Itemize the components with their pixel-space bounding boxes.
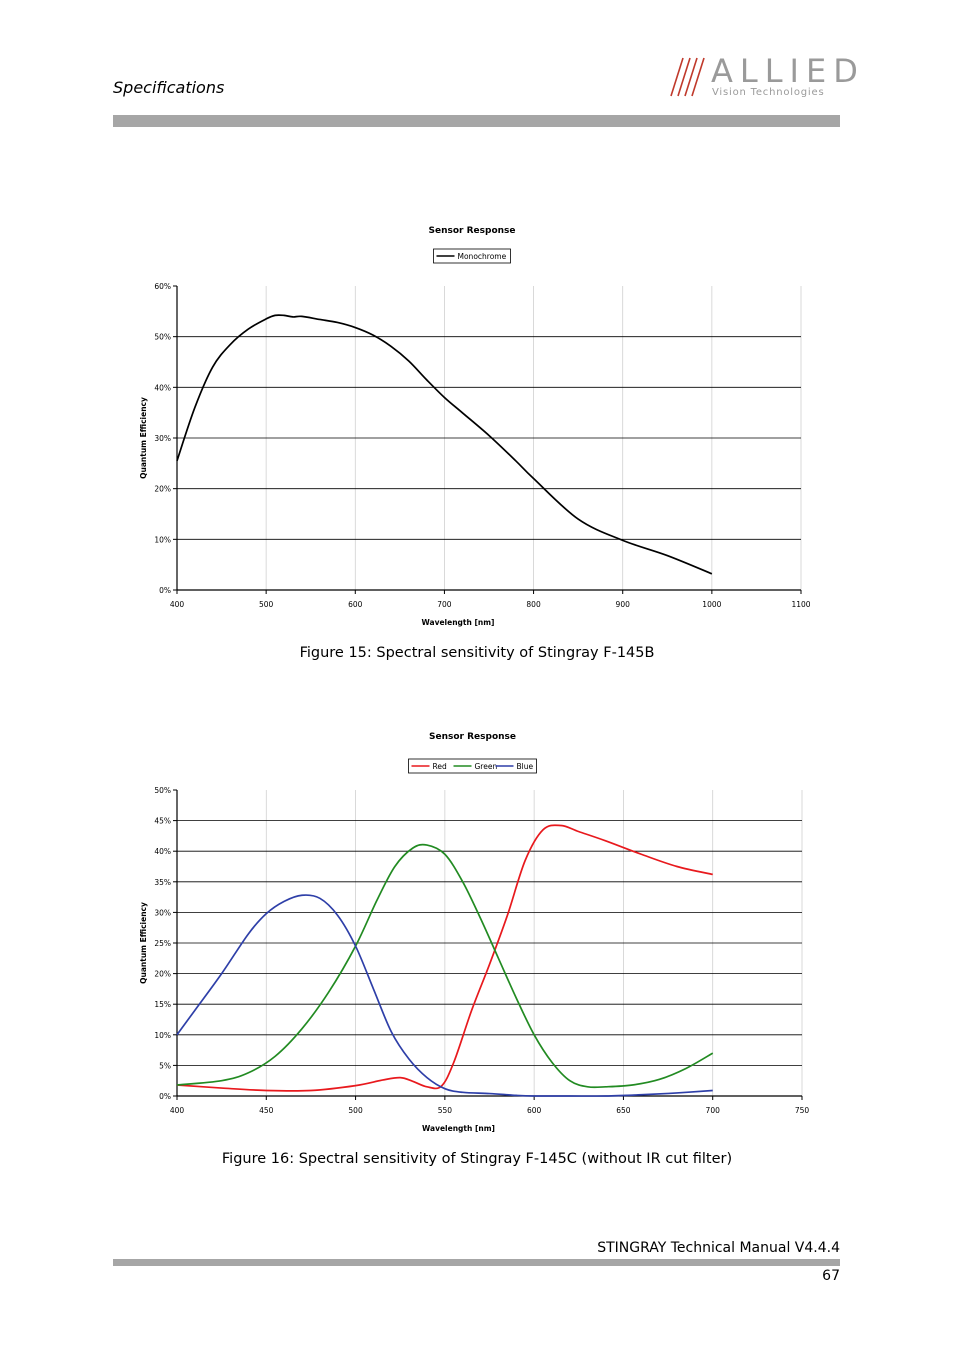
y-axis-label: Quantum Efficiency bbox=[139, 397, 148, 479]
x-tick-label: 400 bbox=[170, 600, 185, 609]
y-tick-label: 50% bbox=[154, 786, 171, 795]
mono-sensor-response-chart: Sensor Response Monochrome 0% 10% 20% 30% 40% 5… bbox=[139, 226, 811, 627]
y-tick-label: 10% bbox=[154, 1031, 171, 1040]
y-tick-label: 25% bbox=[154, 939, 171, 948]
color-sensor-response-chart: Sensor Response Red Green Blue 0% 5% 10% 15% 20%… bbox=[139, 732, 810, 1133]
x-tick-label: 600 bbox=[348, 600, 363, 609]
y-tick-label: 50% bbox=[154, 333, 171, 342]
logo-subtext: Vision Technologies bbox=[712, 87, 825, 98]
x-tick-label: 500 bbox=[259, 600, 274, 609]
figure15-caption: Figure 15: Spectral sensitivity of Sting… bbox=[299, 645, 655, 661]
y-tick-label: 40% bbox=[154, 847, 171, 856]
y-tick-label: 10% bbox=[154, 535, 171, 544]
series-line-red bbox=[176, 824, 713, 1092]
x-tick-label: 800 bbox=[526, 600, 541, 609]
x-tick-label: 600 bbox=[527, 1106, 542, 1115]
y-tick-label: 60% bbox=[154, 282, 171, 291]
legend-label-monochrome: Monochrome bbox=[458, 252, 507, 261]
x-tick-label: 700 bbox=[437, 600, 452, 609]
series-line-blue bbox=[176, 894, 713, 1097]
logo-slashes-icon bbox=[670, 57, 705, 97]
y-axis-label: Quantum Efficiency bbox=[139, 902, 148, 984]
x-tick-label: 500 bbox=[348, 1106, 363, 1115]
page-number: 67 bbox=[822, 1268, 840, 1284]
x-tick-label: 1000 bbox=[702, 600, 721, 609]
x-tick-label: 900 bbox=[616, 600, 631, 609]
x-tick-label: 450 bbox=[259, 1106, 274, 1115]
y-tick-label: 5% bbox=[159, 1061, 171, 1070]
footer-manual-title: STINGRAY Technical Manual V4.4.4 bbox=[597, 1240, 840, 1256]
x-tick-label: 700 bbox=[706, 1106, 721, 1115]
x-tick-label: 550 bbox=[438, 1106, 453, 1115]
logo-wordmark: ALLIED bbox=[711, 52, 865, 90]
footer-divider bbox=[113, 1259, 840, 1266]
series-line-monochrome bbox=[176, 314, 713, 575]
header-divider bbox=[113, 115, 840, 127]
x-tick-label: 650 bbox=[616, 1106, 631, 1115]
figure16-caption: Figure 16: Spectral sensitivity of Sting… bbox=[221, 1151, 733, 1167]
chart-title: Sensor Response bbox=[429, 226, 516, 236]
series-line-green bbox=[176, 843, 714, 1089]
y-tick-label: 35% bbox=[154, 878, 171, 887]
section-title: Specifications bbox=[113, 78, 225, 97]
legend-label-red: Red bbox=[433, 762, 447, 771]
y-tick-label: 40% bbox=[154, 383, 171, 392]
y-tick-label: 20% bbox=[154, 970, 171, 979]
x-tick-label: 750 bbox=[795, 1106, 810, 1115]
chart-legend bbox=[408, 758, 537, 774]
allied-logo: ALLIED Vision Technologies bbox=[665, 52, 858, 102]
y-tick-label: 0% bbox=[159, 586, 171, 595]
y-tick-label: 45% bbox=[154, 817, 171, 826]
x-tick-label: 400 bbox=[170, 1106, 185, 1115]
x-axis-label: Wavelength [nm] bbox=[422, 1124, 495, 1133]
y-tick-label: 30% bbox=[154, 434, 171, 443]
x-axis-label: Wavelength [nm] bbox=[422, 618, 495, 627]
legend-label-green: Green bbox=[475, 762, 498, 771]
chart-title: Sensor Response bbox=[429, 732, 516, 742]
legend-label-blue: Blue bbox=[517, 762, 534, 771]
y-tick-label: 15% bbox=[154, 1000, 171, 1009]
y-tick-label: 30% bbox=[154, 908, 171, 917]
y-tick-label: 20% bbox=[154, 485, 171, 494]
x-tick-label: 1100 bbox=[791, 600, 810, 609]
chart-legend bbox=[433, 248, 511, 264]
y-tick-label: 0% bbox=[159, 1092, 171, 1101]
